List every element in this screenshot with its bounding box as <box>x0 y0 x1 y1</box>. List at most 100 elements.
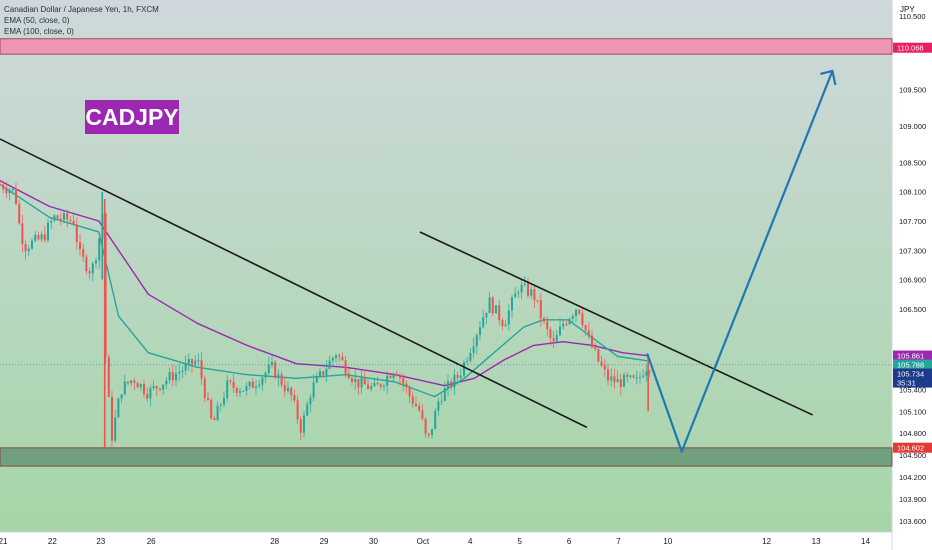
candle-body <box>357 379 360 388</box>
candle-body <box>40 234 43 240</box>
candle-body <box>98 238 101 261</box>
x-tick-label: 12 <box>762 537 771 546</box>
x-tick-label: 22 <box>48 537 57 546</box>
candle-body <box>15 188 17 204</box>
candle-body <box>610 376 613 381</box>
candle-body <box>162 384 165 390</box>
candle-body <box>274 361 277 378</box>
candle-body <box>296 400 299 420</box>
candle-body <box>149 388 152 399</box>
candle-body <box>552 338 555 342</box>
candle-body <box>584 325 587 331</box>
candle-body <box>171 371 174 381</box>
candle-body <box>213 418 216 421</box>
candle-body <box>88 271 91 274</box>
x-tick-label: 26 <box>147 537 156 546</box>
candle-body <box>399 375 401 378</box>
candle-body <box>565 323 568 325</box>
candle-body <box>146 393 149 399</box>
ema50-line <box>0 183 648 398</box>
candle-body <box>159 388 161 390</box>
candle-body <box>472 346 475 353</box>
candle-body <box>632 375 635 378</box>
candle-body <box>95 260 97 264</box>
candle-body <box>66 213 69 220</box>
candle-body <box>261 377 264 385</box>
candle-body <box>421 410 424 419</box>
x-tick-label: 21 <box>0 537 8 546</box>
candle-body <box>568 318 571 325</box>
candle-body <box>5 189 8 194</box>
y-tick-label: 103.900 <box>899 495 926 504</box>
candle-body <box>437 401 440 411</box>
candle-body <box>491 297 494 314</box>
candle-body <box>2 184 5 190</box>
candle-body <box>642 375 645 377</box>
candle-body <box>168 371 171 381</box>
candle-body <box>514 293 517 298</box>
candle-body <box>24 244 27 252</box>
x-tick-label: 5 <box>517 537 522 546</box>
y-tick-label: 104.800 <box>899 429 926 438</box>
candle-body <box>82 249 85 257</box>
candle-body <box>543 318 545 322</box>
candle-body <box>72 220 75 225</box>
candle-body <box>533 289 536 301</box>
candle-body <box>600 361 603 366</box>
candle-body <box>587 330 590 336</box>
candle-body <box>79 242 81 250</box>
candle-body <box>47 222 49 241</box>
candle-body <box>482 317 485 328</box>
candle-body <box>581 313 584 326</box>
price-layer <box>0 179 651 448</box>
zone-1 <box>0 447 893 467</box>
candle-body <box>555 335 558 342</box>
candle-body <box>479 327 481 336</box>
candle-body <box>123 381 126 395</box>
y-tick-label: 108.500 <box>899 158 926 167</box>
candle-body <box>623 374 625 387</box>
price-label-bg <box>893 368 932 379</box>
candle-body <box>469 352 472 361</box>
candle-body <box>50 220 53 223</box>
y-tick-label: 105.100 <box>899 407 926 416</box>
zone-0 <box>0 38 893 55</box>
candle-body <box>383 385 385 387</box>
candle-body <box>187 359 190 364</box>
candle-body <box>463 362 465 376</box>
lines-layer[interactable] <box>0 69 892 453</box>
candle-body <box>75 224 78 243</box>
candle-body <box>338 355 341 357</box>
candle-body <box>43 234 46 241</box>
candle-body <box>635 377 638 379</box>
zones-layer <box>0 38 893 467</box>
candle-body <box>511 297 513 311</box>
y-axis: JPY 110.500 109.500 109.000 108.500 108.100 1… <box>899 5 926 526</box>
candle-body <box>536 300 539 302</box>
candle-body <box>133 380 136 383</box>
candle-body <box>504 324 507 327</box>
y-tick-label: 109.000 <box>899 122 926 131</box>
y-tick-label: 106.900 <box>899 276 926 285</box>
price-label-bg <box>893 42 932 53</box>
y-tick-label: 109.500 <box>899 85 926 94</box>
x-tick-label: 10 <box>663 537 672 546</box>
candle-body <box>488 297 491 313</box>
x-tick-label: Oct <box>417 537 430 546</box>
candle-body <box>415 403 417 407</box>
candle-body <box>325 368 328 375</box>
legend-ema100: EMA (100, close, 0) <box>4 27 74 36</box>
candle-body <box>591 335 593 348</box>
candle-body <box>495 305 497 314</box>
candle-body <box>411 396 414 404</box>
symbol-badge: CADJPY <box>85 100 179 134</box>
candle-body <box>418 406 421 411</box>
candle-body <box>229 380 232 382</box>
candle-body <box>152 386 155 389</box>
candle-body <box>283 384 286 392</box>
candle-body <box>453 374 456 388</box>
candle-body <box>31 240 33 249</box>
candle-body <box>175 373 177 381</box>
legend-symbol: Canadian Dollar / Japanese Yen, 1h, FXCM <box>4 5 159 14</box>
